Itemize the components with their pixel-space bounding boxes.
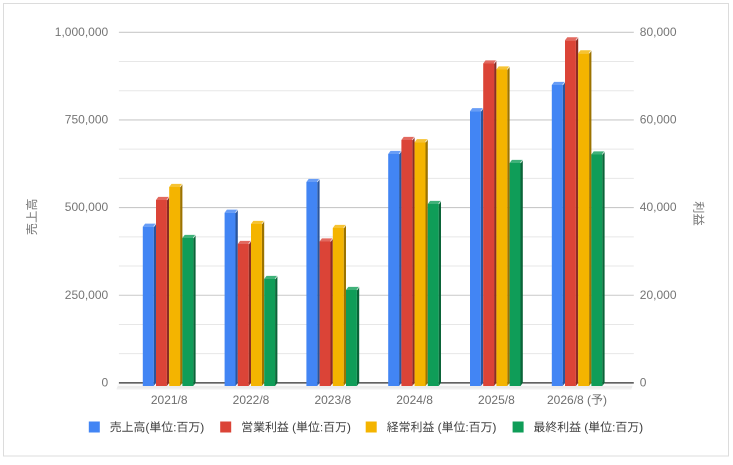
svg-text:2022/8: 2022/8 <box>233 393 270 407</box>
svg-text:2025/8: 2025/8 <box>478 393 515 407</box>
svg-text:2021/8: 2021/8 <box>151 393 188 407</box>
svg-text:80,000: 80,000 <box>640 25 677 39</box>
svg-text:0: 0 <box>102 375 109 389</box>
svg-text:750,000: 750,000 <box>65 112 109 126</box>
svg-text:2023/8: 2023/8 <box>314 393 351 407</box>
svg-text:60,000: 60,000 <box>640 112 677 126</box>
svg-text:2026/8 (: 2026/8 ( <box>547 393 591 407</box>
svg-text:2024/8: 2024/8 <box>396 393 433 407</box>
svg-text:20,000: 20,000 <box>640 288 677 302</box>
svg-text:1,000,000: 1,000,000 <box>55 25 109 39</box>
svg-text:250,000: 250,000 <box>65 288 109 302</box>
svg-text:): ) <box>603 393 607 407</box>
svg-text:40,000: 40,000 <box>640 200 677 214</box>
svg-text:0: 0 <box>640 375 647 389</box>
svg-text:500,000: 500,000 <box>65 200 109 214</box>
